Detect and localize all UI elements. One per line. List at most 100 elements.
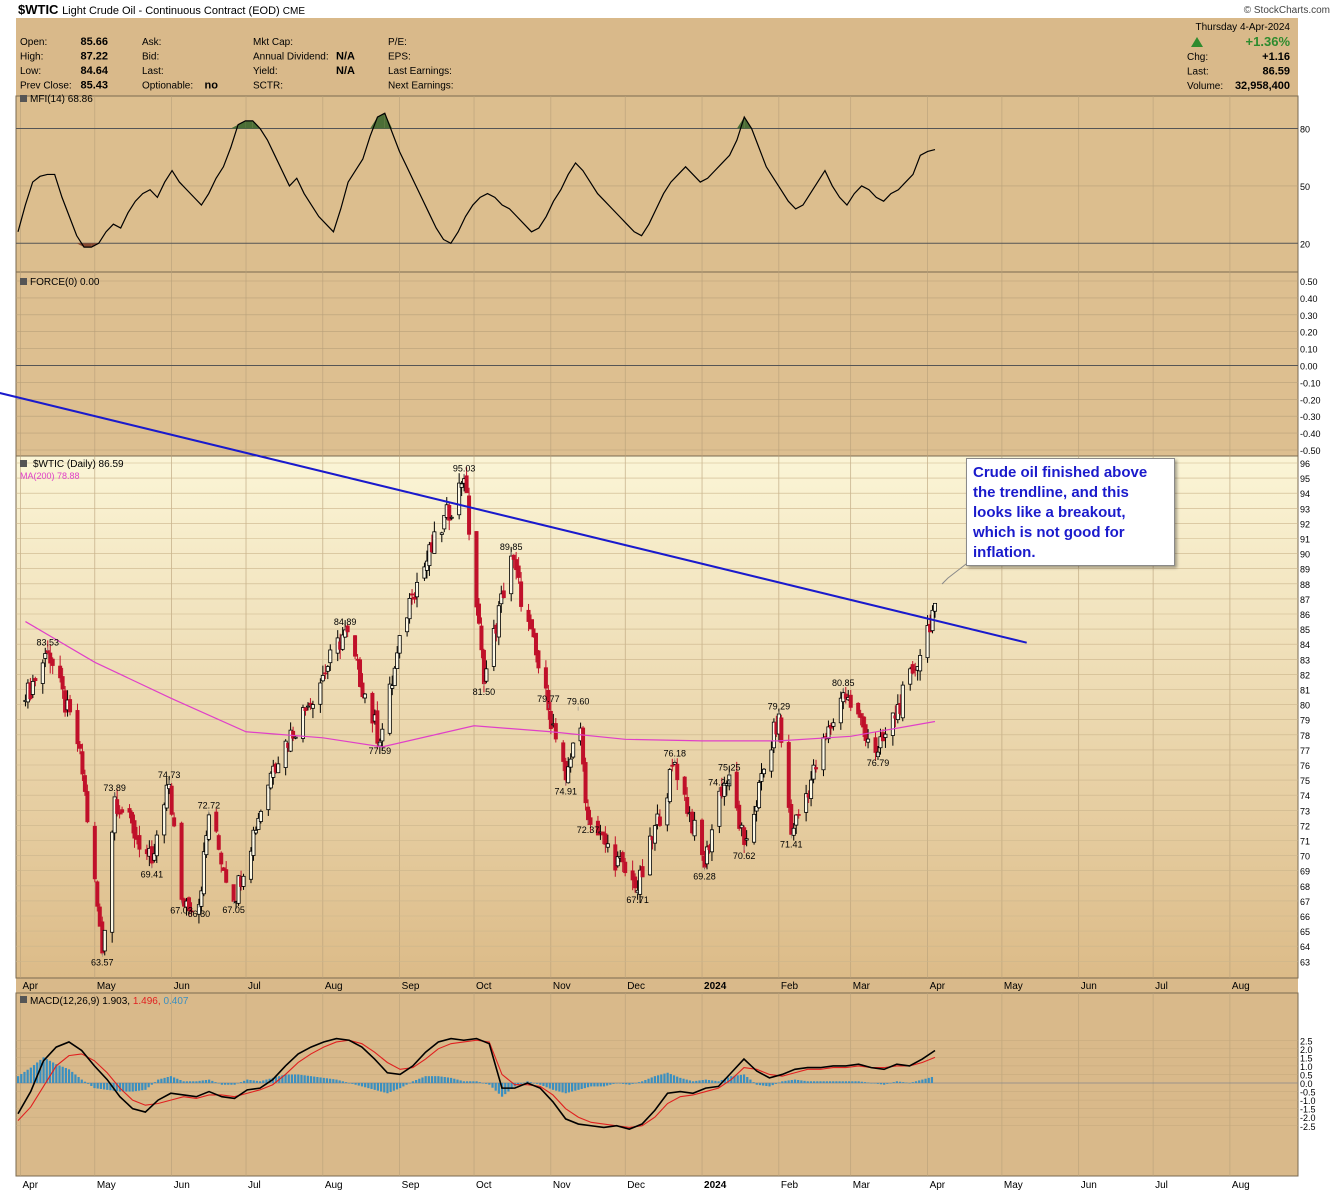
macd-histogram-bar xyxy=(902,1082,905,1083)
quote2-key: Ask: xyxy=(142,37,161,48)
candle-body xyxy=(933,602,938,612)
force-tick-label: 0.00 xyxy=(1300,362,1318,372)
macd-histogram-bar xyxy=(921,1079,924,1083)
axis-labels: Apr Apr May May Jun Jun Jul Jul Aug Aug Sep Sep Oct O… xyxy=(20,94,1321,1191)
macd-histogram-bar xyxy=(329,1078,332,1083)
candle-body xyxy=(30,680,35,695)
macd-histogram-bar xyxy=(809,1081,813,1083)
candle-body xyxy=(571,742,576,758)
macd-histogram-bar xyxy=(602,1083,606,1087)
price-tick-label: 64 xyxy=(1300,942,1310,952)
price-tick-label: 94 xyxy=(1300,489,1310,499)
macd-histogram-bar xyxy=(625,1083,628,1085)
macd-histogram-bar xyxy=(201,1080,204,1083)
candle-body xyxy=(50,658,55,666)
macd-histogram-bar xyxy=(195,1081,198,1083)
price-annotation-label: 67.05 xyxy=(222,905,245,915)
x-tick-label: Feb xyxy=(781,1180,799,1191)
x-tick-label: Mar xyxy=(853,981,871,992)
price-tick-label: 81 xyxy=(1300,686,1310,696)
candle-body xyxy=(581,727,586,765)
macd-histogram-bar xyxy=(223,1083,227,1085)
price-tick-label: 74 xyxy=(1300,791,1310,801)
macd-histogram-bar xyxy=(701,1080,704,1083)
macd-histogram-bar xyxy=(621,1083,625,1084)
price-annotation-label: 71.41 xyxy=(780,839,803,849)
macd-histogram-bar xyxy=(574,1083,577,1091)
macd-histogram-bar xyxy=(637,1082,641,1083)
price-annotation-label: 76.18 xyxy=(664,748,687,758)
macd-histogram-bar xyxy=(220,1083,223,1085)
candle-body xyxy=(652,825,657,844)
macd-histogram-bar xyxy=(813,1081,816,1083)
macd-histogram-bar xyxy=(542,1083,545,1086)
macd-histogram-bar xyxy=(399,1083,402,1089)
candle-body xyxy=(256,817,261,830)
macd-histogram-bar xyxy=(523,1082,526,1084)
macd-histogram-bar xyxy=(548,1083,551,1089)
candle-body xyxy=(843,693,848,699)
force-tick-label: -0.20 xyxy=(1300,395,1321,405)
macd-histogram-bar xyxy=(450,1077,453,1083)
macd-histogram-bar xyxy=(765,1083,768,1086)
macd-title-part: 1.903, xyxy=(102,996,133,1007)
price-annotation-label: 79.60 xyxy=(567,697,590,707)
candle-body xyxy=(362,693,367,699)
candle-body xyxy=(387,683,392,734)
candle-body xyxy=(130,812,135,824)
macd-histogram-bar xyxy=(83,1081,87,1083)
candle-body xyxy=(110,831,115,933)
candle-body xyxy=(291,730,296,739)
price-annotation-label: 74.73 xyxy=(158,770,181,780)
candle-body xyxy=(883,733,888,738)
macd-histogram-bar xyxy=(924,1078,927,1083)
candle-body xyxy=(169,785,174,815)
macd-histogram-bar xyxy=(424,1076,427,1083)
candle-body xyxy=(918,655,923,672)
macd-histogram-bar xyxy=(911,1082,914,1083)
quote-value: 85.43 xyxy=(80,80,108,92)
price-annotation-label: 67.71 xyxy=(626,895,649,905)
candle-body xyxy=(700,819,705,856)
macd-histogram-bar xyxy=(128,1083,131,1092)
candle-body xyxy=(595,820,600,836)
macd-histogram-bar xyxy=(742,1074,746,1083)
price-annotation-label: 79.77 xyxy=(537,694,560,704)
quote-value: 87.22 xyxy=(80,51,108,63)
mfi-overbought-fill xyxy=(377,113,385,129)
price-annotation-label: 69.41 xyxy=(141,870,164,880)
candle-body xyxy=(484,668,489,682)
macd-histogram-bar xyxy=(704,1079,707,1083)
price-title: $WTIC (Daily) 86.59 xyxy=(33,459,124,470)
candle-body xyxy=(734,771,739,809)
macd-histogram-bar xyxy=(873,1083,876,1084)
candle-body xyxy=(358,659,363,687)
right-value: 32,958,400 xyxy=(1235,80,1290,92)
candle-body xyxy=(82,775,87,792)
macd-histogram-bar xyxy=(755,1083,758,1085)
price-tick-label: 95 xyxy=(1300,474,1310,484)
x-tick-label: Dec xyxy=(627,981,645,992)
candle-body xyxy=(102,929,107,952)
quote2-value: no xyxy=(205,80,219,92)
macd-histogram-bar xyxy=(774,1083,777,1084)
candle-body xyxy=(561,742,566,762)
macd-histogram-bar xyxy=(106,1083,109,1090)
macd-histogram-bar xyxy=(214,1082,217,1083)
macd-histogram-bar xyxy=(844,1081,848,1083)
macd-histogram-bar xyxy=(838,1081,841,1083)
price-tick-label: 65 xyxy=(1300,927,1310,937)
macd-histogram-bar xyxy=(55,1064,58,1083)
candle-body xyxy=(717,790,722,827)
price-tick-label: 78 xyxy=(1300,731,1310,741)
macd-histogram-bar xyxy=(793,1079,797,1083)
macd-histogram-bar xyxy=(491,1083,494,1088)
macd-histogram-bar xyxy=(427,1076,430,1083)
macd-tick-label: -2.5 xyxy=(1300,1122,1316,1132)
quote-key: Open: xyxy=(20,37,47,48)
candle-body xyxy=(117,812,122,815)
candle-body xyxy=(476,603,481,624)
candle-body xyxy=(752,813,757,843)
macd-histogram-bar xyxy=(851,1081,854,1083)
price-annotation-label: 75.25 xyxy=(718,762,741,772)
